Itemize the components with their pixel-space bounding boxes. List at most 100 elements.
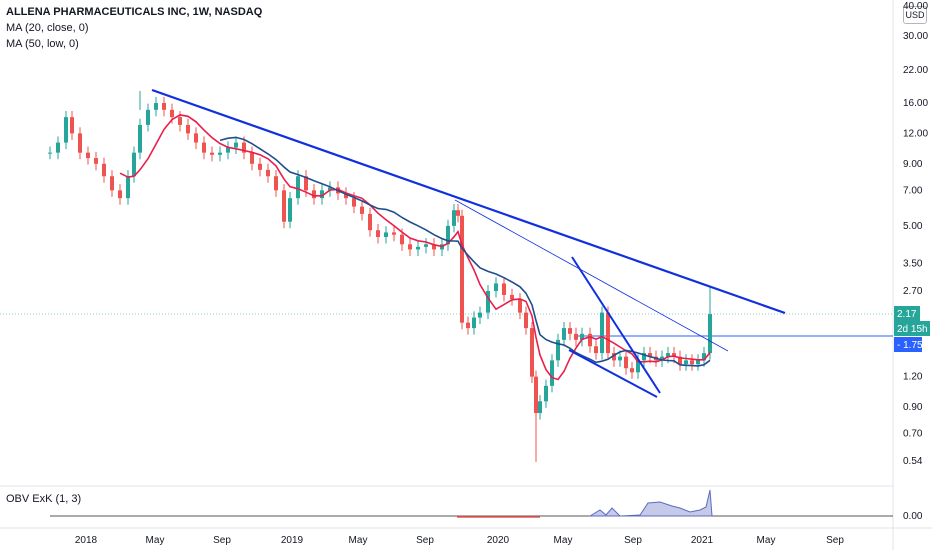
candle-body bbox=[574, 333, 578, 340]
obv-area bbox=[588, 489, 713, 517]
candle-body bbox=[328, 187, 332, 191]
candle-body bbox=[282, 190, 286, 222]
candle-body bbox=[672, 353, 676, 357]
chart-title: ALLENA PHARMACEUTICALS INC, 1W, NASDAQ bbox=[6, 6, 263, 18]
x-tick-label: May bbox=[757, 535, 776, 546]
candle-body bbox=[94, 158, 98, 164]
candle-body bbox=[118, 190, 122, 199]
candle-body bbox=[384, 232, 388, 238]
candle-body bbox=[138, 124, 142, 153]
level-price-tag bbox=[894, 337, 922, 352]
y-tick-label: 2.70 bbox=[903, 286, 923, 297]
candle-body bbox=[510, 294, 514, 300]
candle-body bbox=[162, 103, 166, 110]
wedge-lower-line bbox=[568, 349, 658, 398]
candle-body bbox=[550, 360, 554, 386]
candle-body bbox=[400, 234, 404, 245]
y-tick-label: 40.00 bbox=[903, 1, 928, 12]
candle-body bbox=[544, 385, 548, 402]
candle-body bbox=[600, 312, 604, 354]
candle-body bbox=[146, 109, 150, 125]
candle-body bbox=[416, 246, 420, 250]
candle-body bbox=[368, 213, 372, 231]
legend-ma20[interactable]: MA (20, close, 0) bbox=[6, 22, 89, 34]
candle-body bbox=[218, 152, 222, 155]
candle-body bbox=[250, 152, 254, 164]
candle-body bbox=[210, 152, 214, 155]
candle-body bbox=[126, 176, 130, 199]
candle-body bbox=[376, 230, 380, 238]
candle-body bbox=[242, 142, 246, 153]
candle-body bbox=[690, 360, 694, 365]
candle-body bbox=[78, 133, 82, 153]
candle-body bbox=[274, 176, 278, 191]
ma50-line bbox=[219, 136, 711, 367]
candle-body bbox=[456, 210, 460, 216]
y-tick-label: 16.00 bbox=[903, 98, 928, 109]
x-tick-label: 2020 bbox=[487, 535, 510, 546]
candle-body bbox=[538, 401, 542, 414]
candle-body bbox=[594, 346, 598, 354]
candle-body bbox=[132, 152, 136, 177]
candle-body bbox=[352, 198, 356, 207]
x-tick-label: May bbox=[554, 535, 573, 546]
y-tick-label: 9.00 bbox=[903, 159, 923, 170]
candle-body bbox=[154, 103, 158, 110]
currency-badge[interactable]: USD bbox=[903, 6, 927, 24]
candle-body bbox=[562, 328, 566, 340]
candle-body bbox=[502, 283, 506, 295]
y-tick-label: 30.00 bbox=[903, 31, 928, 42]
candle-body bbox=[296, 176, 300, 199]
candle-body bbox=[186, 124, 190, 134]
candle-body bbox=[696, 360, 700, 365]
candle-body bbox=[102, 163, 106, 177]
obv-indicator-label[interactable]: OBV ExK (1, 3) bbox=[6, 493, 82, 505]
candle-body bbox=[460, 215, 464, 323]
candle-body bbox=[170, 109, 174, 118]
x-tick-label: 2018 bbox=[75, 535, 98, 546]
candle-body bbox=[630, 368, 634, 373]
last-price-tag bbox=[894, 306, 920, 321]
candle-body bbox=[556, 339, 560, 361]
y-tick-label: 22.00 bbox=[903, 65, 928, 76]
candle-body bbox=[648, 353, 652, 357]
legend-ma50[interactable]: MA (50, low, 0) bbox=[6, 38, 79, 50]
candle-body bbox=[684, 360, 688, 365]
candle-body bbox=[64, 117, 68, 143]
thin-trendline bbox=[454, 199, 729, 352]
y-tick-label: 3.50 bbox=[903, 259, 923, 270]
y-tick-label: 0.70 bbox=[903, 429, 923, 440]
candle-body bbox=[618, 356, 622, 361]
x-tick-label: 2021 bbox=[691, 535, 714, 546]
candle-body bbox=[478, 312, 482, 318]
candle-body bbox=[660, 356, 664, 361]
y-tick-label: 7.00 bbox=[903, 185, 923, 196]
candle-body bbox=[258, 163, 262, 170]
y-tick-label: 12.00 bbox=[903, 128, 928, 139]
candle-body bbox=[288, 198, 292, 222]
main-downtrend-line bbox=[151, 88, 786, 315]
x-tick-label: Sep bbox=[826, 535, 844, 546]
candle-body bbox=[392, 232, 396, 235]
obv-tick-label: 0.00 bbox=[903, 511, 923, 522]
candle-body bbox=[534, 376, 538, 414]
y-tick-label: 5.00 bbox=[903, 221, 923, 232]
level-price-text: - 1.75 bbox=[897, 340, 923, 351]
candle-body bbox=[494, 283, 498, 291]
candle-body bbox=[304, 176, 308, 191]
candle-body bbox=[360, 206, 364, 214]
candle-body bbox=[110, 176, 114, 191]
candle-body bbox=[320, 190, 324, 199]
candle-body bbox=[612, 353, 616, 361]
candle-body bbox=[636, 360, 640, 373]
candle-body bbox=[708, 314, 712, 354]
y-tick-label: 0.54 bbox=[903, 456, 923, 467]
candle-body bbox=[194, 133, 198, 143]
candle-body bbox=[424, 244, 428, 247]
candle-body bbox=[524, 312, 528, 329]
candle-body bbox=[86, 152, 90, 159]
candle-body bbox=[466, 322, 470, 329]
x-tick-label: May bbox=[146, 535, 165, 546]
last-price-text: 2.17 bbox=[897, 309, 917, 320]
